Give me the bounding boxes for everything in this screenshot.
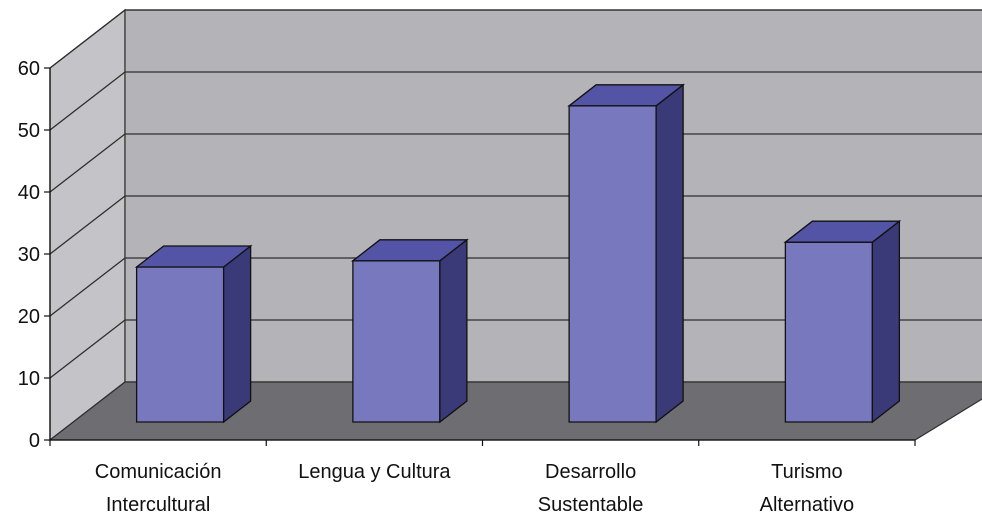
- x-category-label: Lengua y Cultura: [298, 461, 451, 483]
- bar-front: [352, 260, 441, 423]
- y-tick-label: 0: [29, 430, 40, 452]
- gridline: [49, 133, 982, 193]
- bars: [134, 83, 902, 424]
- y-tick-label: 60: [18, 58, 40, 80]
- bar-top: [350, 239, 469, 262]
- x-category-label-line: Lengua y Cultura: [298, 461, 451, 483]
- bar-front: [784, 241, 874, 423]
- x-category-label-line: Comunicación: [95, 461, 222, 483]
- gridline: [49, 71, 982, 131]
- x-category-label: Desarrollo Sustentable: [538, 461, 644, 516]
- gridline: [49, 9, 982, 69]
- bar-3: [783, 219, 902, 424]
- axes: [44, 67, 916, 446]
- y-tick-label: 50: [18, 120, 40, 142]
- bar-side: [222, 244, 252, 424]
- x-category-label: Turismo Alternativo: [760, 461, 855, 516]
- bar-side: [655, 83, 684, 424]
- gridline: [49, 319, 982, 379]
- chart-walls: [48, 8, 982, 442]
- x-category-label-line: Turismo: [771, 461, 842, 483]
- x-category-label-line: Intercultural: [106, 494, 211, 516]
- x-category-label: Comunicación Intercultural: [95, 461, 222, 516]
- bar-2: [567, 83, 686, 424]
- gridline: [49, 195, 982, 255]
- y-tick-label: 20: [18, 306, 40, 328]
- bar-top: [567, 84, 686, 107]
- labels: 0 10 20 30 40 50 60 Comunicación Intercultural Le…: [18, 58, 854, 516]
- y-tick-label: 40: [18, 182, 40, 204]
- x-category-label-line: Alternativo: [760, 494, 855, 516]
- bar-side: [871, 219, 901, 424]
- bar-front: [568, 105, 657, 423]
- bar-front: [135, 266, 225, 423]
- y-tick-label: 30: [18, 244, 40, 266]
- gridlines: [49, 9, 982, 379]
- bar-top: [783, 220, 902, 243]
- x-category-label-line: Sustentable: [538, 494, 644, 516]
- bar-top: [134, 245, 253, 268]
- bar-0: [134, 244, 253, 424]
- x-category-label-line: Desarrollo: [545, 461, 636, 483]
- bar-side: [439, 238, 468, 424]
- y-tick-label: 10: [18, 368, 40, 390]
- bar-1: [350, 238, 469, 424]
- gridline: [49, 257, 982, 317]
